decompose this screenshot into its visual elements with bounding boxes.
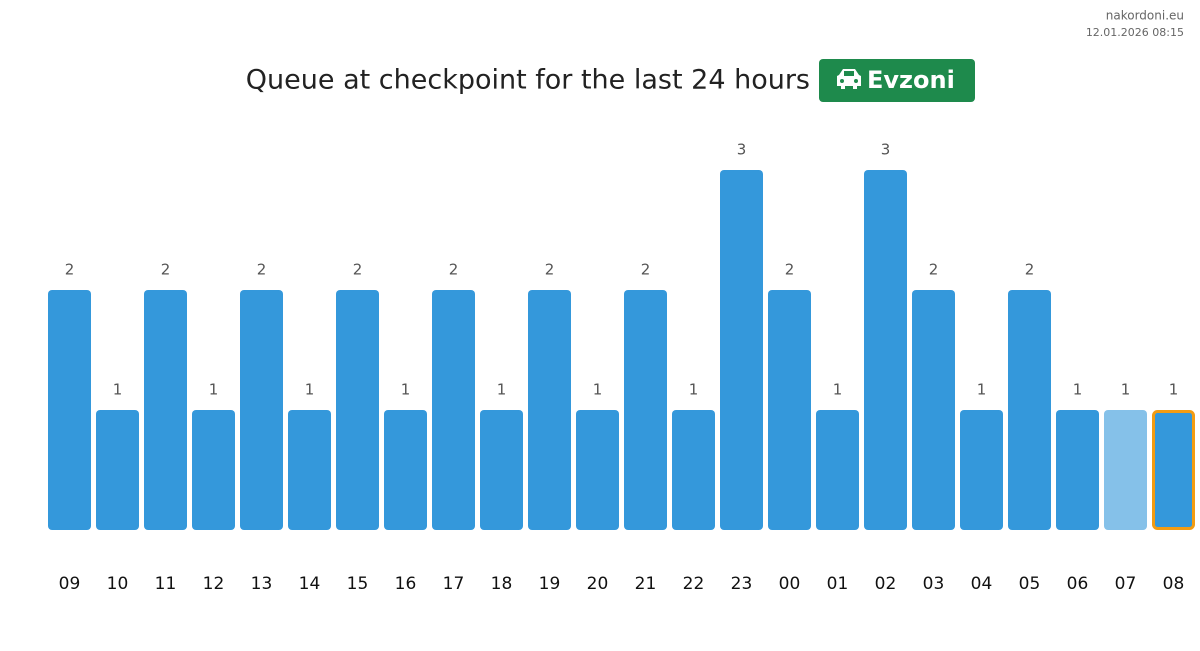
badge-label: Evzoni (867, 66, 955, 94)
value-label: 3 (881, 141, 891, 159)
x-tick-label: 13 (251, 574, 273, 594)
value-label: 2 (545, 261, 555, 279)
value-label: 2 (641, 261, 651, 279)
value-label: 2 (785, 261, 795, 279)
x-tick-label: 00 (779, 574, 801, 594)
chart-title: Queue at checkpoint for the last 24 hour… (246, 65, 810, 96)
x-tick-label: 11 (155, 574, 177, 594)
bar (1056, 410, 1099, 530)
bar (672, 410, 715, 530)
bar (720, 170, 763, 530)
x-tick-label: 12 (203, 574, 225, 594)
timestamp: 12.01.2026 08:15 (1086, 26, 1184, 39)
x-tick-label: 06 (1067, 574, 1089, 594)
bar (288, 410, 331, 530)
bar (336, 290, 379, 530)
bar (48, 290, 91, 530)
bar (1104, 410, 1147, 530)
x-tick-label: 19 (539, 574, 561, 594)
site: nakordoni.eu (1106, 9, 1184, 23)
value-label: 2 (449, 261, 459, 279)
value-label: 1 (209, 381, 219, 399)
x-tick-label: 02 (875, 574, 897, 594)
bar (480, 410, 523, 530)
value-label: 2 (161, 261, 171, 279)
bar (816, 410, 859, 530)
bar (528, 290, 571, 530)
bar (240, 290, 283, 530)
x-tick-label: 21 (635, 574, 657, 594)
bar (432, 290, 475, 530)
x-tick-label: 05 (1019, 574, 1041, 594)
bar (960, 410, 1003, 530)
bar (624, 290, 667, 530)
x-tick-label: 23 (731, 574, 753, 594)
bar (864, 170, 907, 530)
value-label: 1 (689, 381, 699, 399)
value-label: 1 (1073, 381, 1083, 399)
bar (192, 410, 235, 530)
bar (576, 410, 619, 530)
x-tick-label: 22 (683, 574, 705, 594)
bar (384, 410, 427, 530)
bar (912, 290, 955, 530)
value-label: 2 (1025, 261, 1035, 279)
x-tick-label: 08 (1163, 574, 1185, 594)
x-tick-label: 07 (1115, 574, 1137, 594)
x-tick-label: 01 (827, 574, 849, 594)
bar (1008, 290, 1051, 530)
x-tick-label: 16 (395, 574, 417, 594)
bar (1152, 410, 1195, 530)
x-tick-label: 15 (347, 574, 369, 594)
value-label: 1 (1121, 381, 1131, 399)
x-tick-label: 04 (971, 574, 993, 594)
value-label: 1 (1169, 381, 1179, 399)
value-label: 2 (257, 261, 267, 279)
value-label: 1 (113, 381, 123, 399)
value-label: 1 (401, 381, 411, 399)
value-label: 1 (305, 381, 315, 399)
x-tick-label: 14 (299, 574, 321, 594)
value-label: 2 (353, 261, 363, 279)
value-label: 1 (593, 381, 603, 399)
value-label: 3 (737, 141, 747, 159)
x-tick-label: 03 (923, 574, 945, 594)
x-tick-label: 17 (443, 574, 465, 594)
value-label: 2 (929, 261, 939, 279)
bar (96, 410, 139, 530)
car-icon (837, 69, 861, 89)
x-tick-label: 10 (107, 574, 129, 594)
value-label: 1 (833, 381, 843, 399)
bar (144, 290, 187, 530)
x-tick-label: 20 (587, 574, 609, 594)
bar (768, 290, 811, 530)
x-tick-label: 09 (59, 574, 81, 594)
value-label: 1 (977, 381, 987, 399)
value-label: 1 (497, 381, 507, 399)
badge-bg (819, 59, 975, 102)
value-label: 2 (65, 261, 75, 279)
x-tick-label: 18 (491, 574, 513, 594)
